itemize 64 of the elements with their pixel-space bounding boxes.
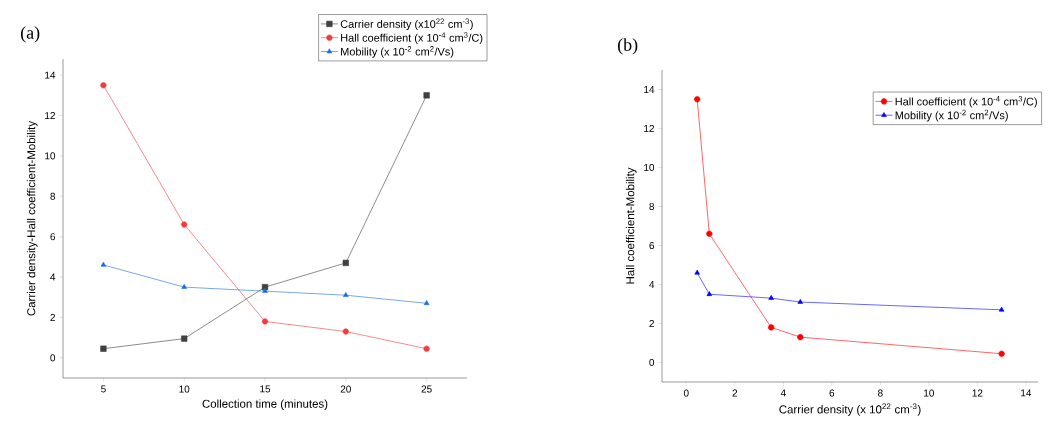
point — [100, 82, 107, 89]
y-tick-label: 14 — [45, 71, 56, 79]
x-tick-label: 25 — [421, 385, 432, 393]
x-tick-label: 10 — [179, 385, 190, 393]
y-tick-label: 4 — [649, 281, 655, 288]
y-tick-label: 2 — [649, 320, 654, 327]
x-tick-label: 20 — [340, 385, 351, 393]
point — [100, 261, 107, 267]
x-tick-label: 8 — [878, 389, 883, 397]
x-tick-label: 12 — [972, 389, 983, 397]
x-tick-label: 0 — [683, 389, 689, 397]
x-tick-label: 2 — [732, 389, 738, 397]
chart-title: (a) — [20, 26, 40, 43]
y-tick-label: 8 — [50, 192, 56, 200]
y-tick-label: 12 — [644, 125, 654, 132]
y-tick-label: 6 — [649, 241, 655, 250]
x-tick-label: 6 — [829, 389, 835, 397]
y-tick-label: 14 — [644, 86, 655, 93]
x-axis-title: Collection time (minutes) — [202, 399, 328, 411]
point — [261, 318, 269, 325]
point — [768, 295, 774, 300]
point — [768, 324, 775, 331]
legend-label: Hall coefficient (x 10$^{-4}$ cm$^{3}$/C) — [341, 32, 483, 44]
point — [423, 300, 430, 305]
x-tick-label: 5 — [101, 385, 106, 393]
y-tick-label: 10 — [644, 163, 655, 172]
point — [181, 335, 188, 342]
legend-label: Hall coefficient (x 10$^{-4}$ cm$^{3}$/C) — [895, 96, 1037, 108]
point — [262, 288, 268, 293]
y-tick-label: 12 — [45, 112, 55, 119]
y-tick-label: 0 — [649, 358, 655, 367]
point — [181, 284, 187, 289]
y-axis-title: Carrier density-Hall coefficient-Mobility — [26, 120, 38, 316]
point — [694, 96, 701, 103]
y-tick-label: 6 — [50, 233, 56, 241]
point — [423, 92, 430, 99]
point — [797, 334, 804, 341]
legend-label: Carrier density (x10$^{22}$ cm$^{-3}$) — [340, 18, 473, 31]
legend-label: Mobility (x 10$^{-2}$ cm$^{2}$/Vs) — [341, 46, 454, 58]
point — [100, 345, 107, 352]
x-tick-label: 4 — [780, 389, 786, 397]
point — [797, 298, 804, 304]
y-tick-label: 4 — [50, 273, 56, 281]
x-tick-label: 15 — [260, 385, 271, 393]
point — [706, 230, 713, 237]
point — [694, 269, 700, 275]
legend-label: Mobility (x 10$^{-2}$ cm$^{2}$/Vs) — [895, 109, 1008, 122]
point — [706, 291, 713, 296]
x-tick-label: 10 — [924, 389, 935, 397]
point — [342, 328, 349, 335]
y-tick-label: 2 — [50, 313, 55, 321]
x-axis-title: Carrier density (x 10$^{22}$ cm$^{-3}$) — [779, 403, 921, 416]
chart-title: (b) — [617, 38, 638, 55]
x-tick-label: 14 — [1021, 389, 1032, 397]
point — [343, 292, 349, 297]
point — [998, 350, 1005, 357]
y-tick-label: 0 — [50, 354, 56, 362]
y-tick-label: 10 — [45, 152, 56, 160]
point — [998, 306, 1005, 312]
y-tick-label: 8 — [649, 202, 655, 211]
y-axis-title: Hall coefficient-Mobility — [625, 167, 637, 284]
point — [423, 345, 430, 352]
point — [181, 221, 188, 228]
point — [342, 259, 349, 266]
